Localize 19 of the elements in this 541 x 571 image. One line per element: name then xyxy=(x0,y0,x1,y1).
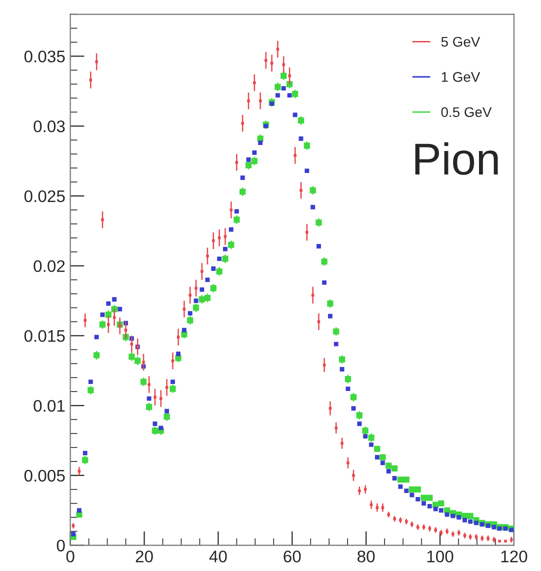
y-tick-label: 0.015 xyxy=(24,330,65,342)
annotation: Pion xyxy=(415,142,498,175)
x-tick-label: 0 xyxy=(66,550,74,562)
legend-label: 0.5 GeV xyxy=(441,107,492,118)
y-tick-label: 0.005 xyxy=(24,470,65,482)
y-tick-label: 0.025 xyxy=(24,190,65,202)
legend-label: 1 GeV xyxy=(442,72,480,82)
x-tick-label: 120 xyxy=(501,550,528,562)
legend-label: 5 GeV xyxy=(441,36,480,47)
y-tick-label: 0.03 xyxy=(34,120,65,132)
x-tick-label: 20 xyxy=(136,550,153,562)
y-tick-label: 0.01 xyxy=(34,400,65,412)
x-tick-label: 40 xyxy=(209,550,227,562)
y-tick-label: 0 xyxy=(56,540,65,552)
x-tick-label: 60 xyxy=(284,550,301,562)
x-tick-label: 100 xyxy=(427,550,454,562)
y-tick-label: 0.035 xyxy=(24,50,65,62)
x-tick-label: 80 xyxy=(358,550,375,562)
y-tick-label: 0.02 xyxy=(34,260,65,272)
